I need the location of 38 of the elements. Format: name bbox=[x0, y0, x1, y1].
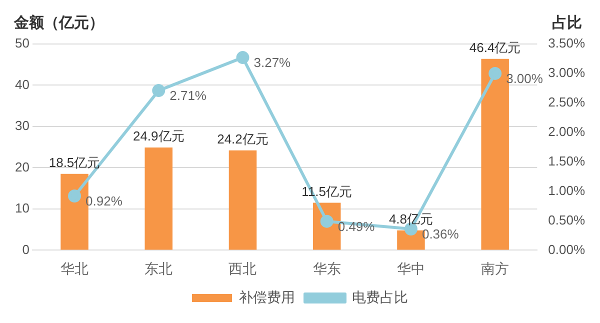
data-label: 18.5亿元 bbox=[48, 154, 100, 170]
y2-tick-label: 1.00% bbox=[548, 182, 586, 198]
x-tick-label: 华东 bbox=[312, 260, 341, 276]
bar bbox=[144, 148, 173, 250]
y2-axis-title: 占比 bbox=[552, 14, 582, 32]
y-tick-label: 10 bbox=[14, 200, 30, 216]
y2-tick-label: 2.00% bbox=[548, 124, 586, 139]
y2-tick-label: 2.50% bbox=[548, 94, 586, 110]
y2-tick-label: 0.50% bbox=[548, 212, 586, 228]
y-tick-label: 50 bbox=[14, 36, 30, 51]
data-label: 4.8亿元 bbox=[388, 211, 434, 226]
y2-tick-label: 3.50% bbox=[548, 36, 586, 51]
x-tick-label: 华北 bbox=[60, 260, 89, 276]
x-tick-label: 东北 bbox=[144, 260, 173, 276]
data-label: 24.2亿元 bbox=[217, 131, 268, 146]
y-axis-title: 金额（亿元） bbox=[13, 14, 104, 32]
y-tick-label: 40 bbox=[14, 76, 30, 92]
legend-label: 电费占比 bbox=[352, 288, 408, 305]
data-label: 2.71% bbox=[170, 88, 207, 104]
point bbox=[488, 66, 502, 80]
x-tick-label: 西北 bbox=[228, 260, 257, 276]
data-label: 46.4亿元 bbox=[469, 40, 521, 55]
point bbox=[68, 190, 82, 202]
y2-tick-label: 3.00% bbox=[548, 65, 586, 80]
y-tick-label: 30 bbox=[14, 118, 30, 134]
legend-label: 补偿费用 bbox=[239, 288, 295, 305]
x-tick-label: 南方 bbox=[481, 260, 510, 276]
data-label: 24.9亿元 bbox=[132, 128, 184, 144]
data-label: 11.5亿元 bbox=[302, 184, 352, 199]
y2-tick-label: 1.50% bbox=[548, 153, 586, 168]
y-tick-label: 20 bbox=[14, 159, 30, 174]
y2-tick-label: 0.00% bbox=[548, 242, 586, 257]
point bbox=[236, 51, 250, 64]
data-label: 3.27% bbox=[254, 55, 292, 70]
y-tick-label: 0 bbox=[22, 242, 30, 257]
x-tick-label: 华中 bbox=[396, 260, 425, 276]
point bbox=[152, 84, 166, 98]
bar bbox=[228, 150, 257, 250]
